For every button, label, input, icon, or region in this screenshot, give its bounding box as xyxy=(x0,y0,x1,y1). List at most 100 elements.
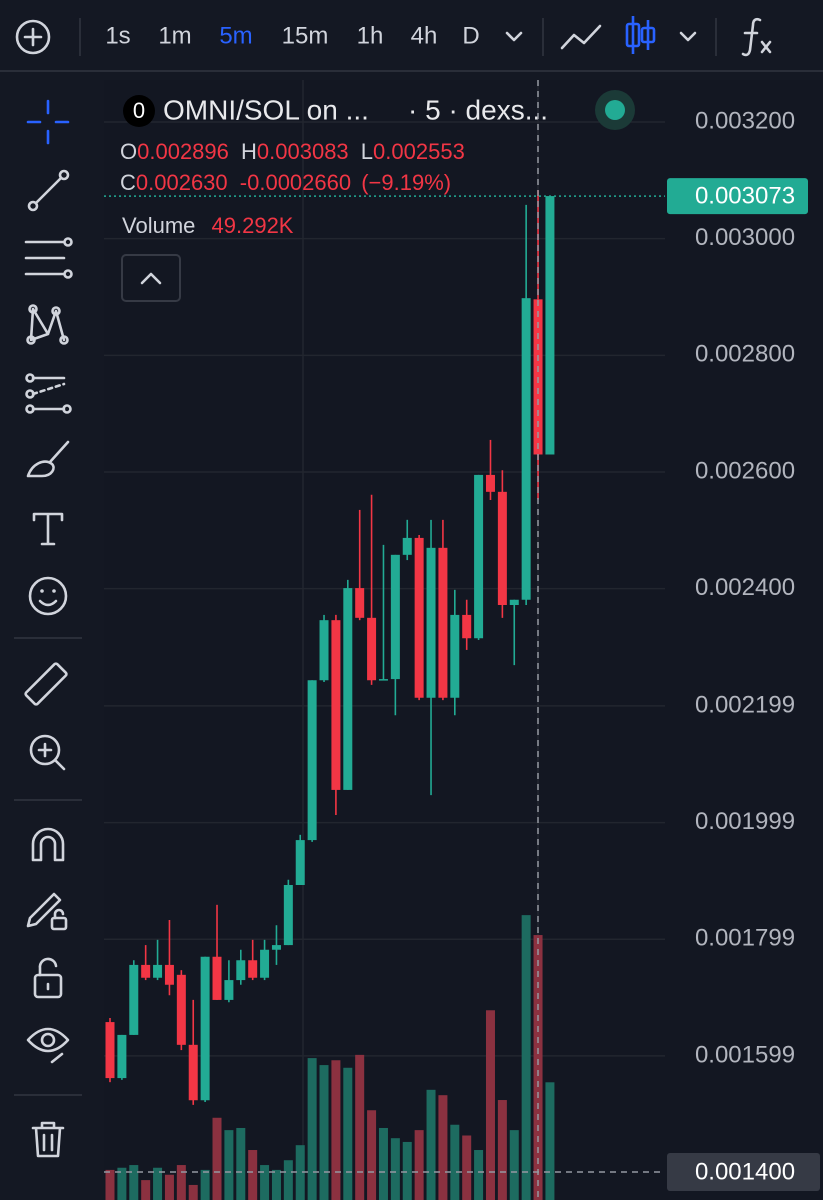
delete-tool[interactable] xyxy=(31,1121,65,1158)
volume-bar xyxy=(271,1169,281,1200)
volume-bar xyxy=(378,1127,388,1200)
volume-bar xyxy=(236,1127,246,1200)
crosshair-tool[interactable] xyxy=(26,99,70,145)
crosshair-price-tag xyxy=(667,1153,820,1191)
text-tool[interactable] xyxy=(32,512,64,546)
candle-body xyxy=(236,960,246,981)
interval-button[interactable]: 4h xyxy=(411,22,438,49)
low-label: L xyxy=(361,139,373,164)
change-percent: (−9.19%) xyxy=(361,170,451,195)
trendline-tool[interactable] xyxy=(27,169,70,212)
chart-type-dropdown[interactable] xyxy=(679,31,697,42)
y-tick-label: 0.002400 xyxy=(695,574,795,601)
lock-tool[interactable] xyxy=(33,957,63,999)
candle-body xyxy=(521,298,531,600)
candle-body xyxy=(283,885,293,946)
emoji-tool[interactable] xyxy=(28,576,68,616)
volume-bar xyxy=(141,1180,151,1200)
candle-body xyxy=(271,945,281,950)
interval-button[interactable]: 1m xyxy=(158,22,191,49)
line-chart-button[interactable] xyxy=(560,24,602,50)
status-dot xyxy=(605,100,625,120)
left-toolbar xyxy=(14,99,82,1158)
interval-button[interactable]: 1s xyxy=(105,22,130,49)
last-price-label: 0.003073 xyxy=(695,182,795,209)
candle-body xyxy=(295,840,305,885)
magnet-tool[interactable] xyxy=(31,827,65,862)
symbol-name[interactable]: OMNI/SOL on ... xyxy=(163,94,369,125)
volume-bar xyxy=(414,1130,424,1200)
volume-bar xyxy=(355,1054,365,1200)
ruler-tool[interactable] xyxy=(24,662,68,706)
candle-body xyxy=(545,196,555,455)
symbol-logo-text: 0 xyxy=(133,98,145,123)
candle-body xyxy=(105,1022,115,1079)
interval-button[interactable]: 1h xyxy=(357,22,384,49)
candle-body xyxy=(200,956,210,1101)
candle-body xyxy=(164,964,174,985)
pattern-tool[interactable] xyxy=(26,304,69,345)
high-label: H xyxy=(241,139,257,164)
volume-bar xyxy=(521,915,531,1200)
brush-tool[interactable] xyxy=(26,440,70,478)
volume-bar xyxy=(153,1167,163,1200)
volume-bar xyxy=(129,1165,139,1200)
y-tick-label: 0.001999 xyxy=(695,808,795,835)
candle-body xyxy=(533,299,543,455)
candle-body xyxy=(509,599,519,605)
interval-button[interactable]: D xyxy=(462,22,479,49)
y-tick-label: 0.002800 xyxy=(695,341,795,368)
volume-bar xyxy=(545,1082,555,1200)
y-tick-label: 0.001799 xyxy=(695,925,795,952)
volume-bar xyxy=(176,1165,186,1200)
candle-body xyxy=(331,620,341,790)
candle-body xyxy=(497,491,507,605)
volume-bar xyxy=(390,1138,400,1200)
volume-bar xyxy=(105,1169,115,1200)
candle-body xyxy=(153,964,163,978)
lock-drawings-tool[interactable] xyxy=(26,892,68,931)
volume-bar xyxy=(319,1065,329,1200)
volume-bar xyxy=(224,1130,234,1200)
candle-body xyxy=(402,537,412,555)
indicators-button[interactable] xyxy=(741,17,772,57)
chart-panel xyxy=(104,80,823,1200)
interval-button[interactable]: 5m xyxy=(219,22,252,49)
volume-bar xyxy=(533,935,543,1200)
visibility-tool[interactable] xyxy=(26,1027,70,1064)
fib-tool[interactable] xyxy=(24,237,73,279)
ohlc-row: O0.002896 H0.003083 L0.002553 xyxy=(120,139,465,164)
candle-body xyxy=(176,974,186,1045)
interval-button[interactable]: 15m xyxy=(282,22,329,49)
close-row: C0.002630 -0.0002660 (−9.19%) xyxy=(120,170,451,195)
candle-body xyxy=(450,614,460,698)
volume-bar xyxy=(343,1067,353,1200)
candle-body xyxy=(438,547,448,698)
interval-dropdown[interactable] xyxy=(505,31,523,42)
volume-value: 49.292K xyxy=(212,213,294,238)
open-label: O xyxy=(120,139,137,164)
volume-bar xyxy=(367,1110,377,1200)
volume-bar xyxy=(462,1135,472,1200)
candle-body xyxy=(319,620,329,681)
crosshair-price-label: 0.001400 xyxy=(695,1158,795,1185)
volume-bar xyxy=(331,1060,341,1200)
y-tick-label: 0.003000 xyxy=(695,224,795,251)
candle-body xyxy=(390,554,400,680)
collapse-legend-button[interactable] xyxy=(121,254,181,302)
prediction-tool[interactable] xyxy=(25,373,72,414)
candle-body xyxy=(343,588,353,790)
candle-body xyxy=(141,964,151,978)
volume-bar xyxy=(248,1150,258,1200)
volume-bar xyxy=(283,1160,293,1200)
volume-bar xyxy=(212,1117,222,1200)
add-button[interactable] xyxy=(15,19,51,55)
open-value: 0.002896 xyxy=(137,139,229,164)
volume-bar xyxy=(164,1174,174,1200)
y-tick-label: 0.003200 xyxy=(695,107,795,134)
zoom-tool[interactable] xyxy=(29,734,66,771)
candle-body xyxy=(426,547,436,698)
candle-chart-button[interactable] xyxy=(625,16,656,54)
candle-body xyxy=(367,617,377,681)
